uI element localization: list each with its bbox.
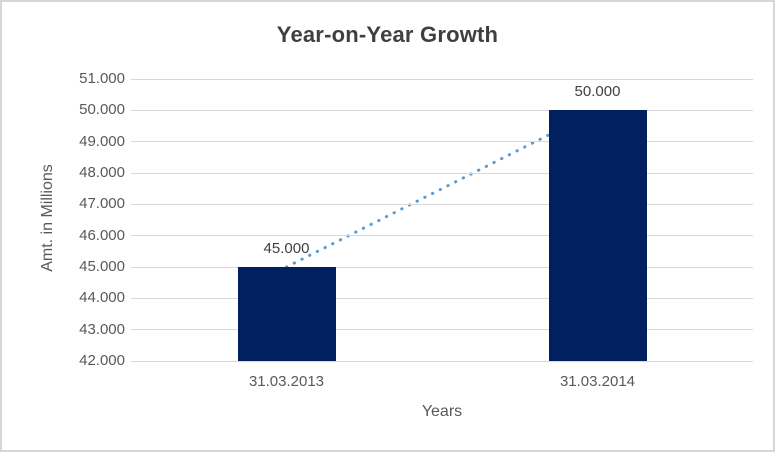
- y-tick-label: 47.000: [79, 195, 125, 213]
- y-tick-label: 42.000: [79, 352, 125, 369]
- y-tick-label: 45.000: [79, 258, 125, 275]
- x-tick-label: 31.03.2014: [559, 373, 636, 390]
- y-tick-label: 50.000: [79, 101, 125, 119]
- bar-value-label: 45.000: [263, 240, 310, 257]
- y-tick-label: 51.000: [79, 70, 125, 87]
- y-tick-label: 48.000: [79, 164, 125, 181]
- gridline: [131, 360, 753, 362]
- chart-title: Year-on-Year Growth: [276, 22, 499, 47]
- gridline: [131, 235, 753, 237]
- y-tick-label: 49.000: [79, 132, 125, 150]
- gridline: [131, 109, 753, 111]
- y-tick-label: 46.000: [79, 226, 125, 244]
- trendline: [285, 108, 599, 269]
- x-tick-label: 31.03.2013: [248, 373, 325, 390]
- gridline: [131, 172, 753, 174]
- y-tick-label: 43.000: [79, 320, 125, 338]
- plot-area: [131, 78, 753, 362]
- bar-value-label: 50.000: [574, 83, 621, 101]
- x-axis-title: Years: [421, 403, 463, 420]
- y-tick-label: 44.000: [79, 289, 125, 307]
- gridline: [131, 78, 753, 80]
- bar-31.03.2013: [237, 267, 336, 361]
- gridline: [131, 203, 753, 205]
- gridline: [131, 329, 753, 331]
- gridline: [131, 297, 753, 299]
- gridline: [131, 141, 753, 143]
- bar-31.03.2014: [548, 110, 647, 361]
- gridline: [131, 266, 753, 268]
